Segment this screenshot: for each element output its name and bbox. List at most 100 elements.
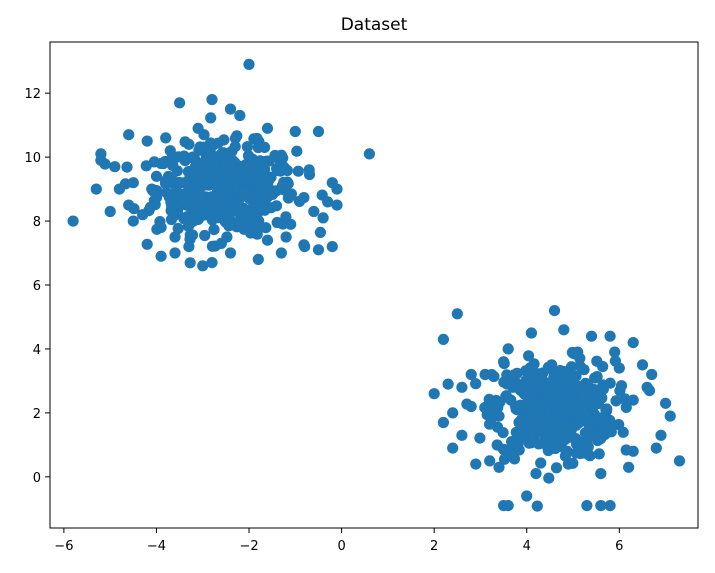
data-point xyxy=(493,461,505,473)
data-point xyxy=(172,151,184,163)
data-point xyxy=(591,371,603,383)
data-point xyxy=(211,195,223,208)
data-point xyxy=(650,442,662,454)
data-point xyxy=(627,337,639,349)
data-point xyxy=(565,396,577,408)
data-point xyxy=(292,165,304,177)
data-point xyxy=(164,145,176,157)
data-point xyxy=(505,394,517,406)
data-point xyxy=(199,229,211,242)
data-point xyxy=(604,377,616,389)
data-point xyxy=(251,191,263,203)
data-point xyxy=(484,455,496,467)
data-point xyxy=(150,170,163,182)
data-point xyxy=(447,442,459,454)
data-point xyxy=(174,97,186,109)
data-point xyxy=(593,448,605,460)
data-point xyxy=(236,173,248,185)
data-point xyxy=(312,125,325,138)
data-point xyxy=(544,377,556,389)
data-point xyxy=(437,416,449,429)
x-tick-label: −6 xyxy=(54,539,73,554)
data-point xyxy=(312,244,325,256)
data-point xyxy=(275,247,287,259)
data-point xyxy=(280,231,292,243)
data-point xyxy=(261,234,274,246)
x-tick-label: 6 xyxy=(615,539,623,554)
data-point xyxy=(259,189,271,201)
data-point xyxy=(581,431,593,443)
x-tick-label: 4 xyxy=(523,539,531,554)
data-point xyxy=(215,148,228,160)
data-point xyxy=(530,468,542,480)
data-point xyxy=(127,215,139,227)
data-point xyxy=(512,439,524,451)
data-point xyxy=(617,426,629,438)
data-point xyxy=(536,423,548,435)
data-point xyxy=(523,366,535,378)
data-point xyxy=(299,241,311,253)
data-point xyxy=(326,241,338,253)
data-point xyxy=(224,247,237,259)
data-point xyxy=(229,141,241,153)
data-point xyxy=(646,368,658,381)
data-point xyxy=(456,381,468,393)
data-point xyxy=(192,122,204,134)
data-point xyxy=(502,500,514,512)
data-point xyxy=(528,358,540,370)
y-tick-label: 10 xyxy=(24,151,41,166)
data-point xyxy=(615,380,628,392)
data-point xyxy=(363,148,375,160)
y-tick-label: 12 xyxy=(24,87,41,102)
x-tick-label: 0 xyxy=(337,539,345,554)
data-point xyxy=(660,397,672,409)
data-point xyxy=(549,442,561,455)
data-point xyxy=(123,199,135,211)
data-point xyxy=(470,458,482,470)
data-point xyxy=(252,141,264,154)
data-point xyxy=(140,160,152,172)
data-point xyxy=(655,429,667,441)
data-point xyxy=(591,355,603,367)
data-point xyxy=(308,205,320,218)
data-point xyxy=(600,405,613,417)
data-point xyxy=(221,197,233,209)
data-point xyxy=(241,141,253,153)
data-point xyxy=(252,219,264,231)
data-point xyxy=(497,427,509,439)
data-point xyxy=(451,308,463,320)
data-point xyxy=(493,410,505,422)
data-point xyxy=(558,324,570,336)
x-tick-label: 2 xyxy=(430,539,438,554)
y-tick-label: 2 xyxy=(33,407,41,422)
data-point xyxy=(209,159,221,171)
data-point xyxy=(184,257,196,269)
data-point xyxy=(613,362,625,374)
data-point xyxy=(167,159,179,171)
data-point xyxy=(636,359,649,371)
data-point xyxy=(562,458,575,470)
y-tick-label: 6 xyxy=(33,279,41,294)
data-point xyxy=(479,368,491,381)
data-point xyxy=(173,176,186,189)
data-point xyxy=(187,187,200,199)
data-point xyxy=(251,228,263,240)
data-point xyxy=(511,367,523,379)
data-point xyxy=(578,409,591,421)
y-tick-label: 4 xyxy=(33,343,41,358)
data-point xyxy=(548,305,561,317)
data-point xyxy=(215,237,227,249)
data-point xyxy=(525,327,538,339)
data-point xyxy=(271,216,283,229)
data-point xyxy=(141,135,153,147)
data-point xyxy=(234,109,246,122)
data-point xyxy=(109,161,121,173)
scatter-points xyxy=(67,58,686,512)
data-point xyxy=(314,226,326,238)
data-point xyxy=(298,192,310,204)
chart-title: Dataset xyxy=(341,15,408,35)
data-point xyxy=(456,429,468,441)
data-point xyxy=(204,208,217,220)
data-point xyxy=(197,260,209,272)
